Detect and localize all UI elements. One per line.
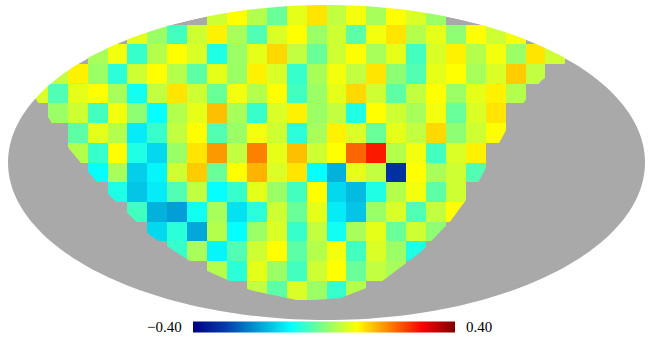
svg-text:0.40: 0.40 — [466, 319, 492, 335]
svg-text:−0.40: −0.40 — [147, 319, 182, 335]
